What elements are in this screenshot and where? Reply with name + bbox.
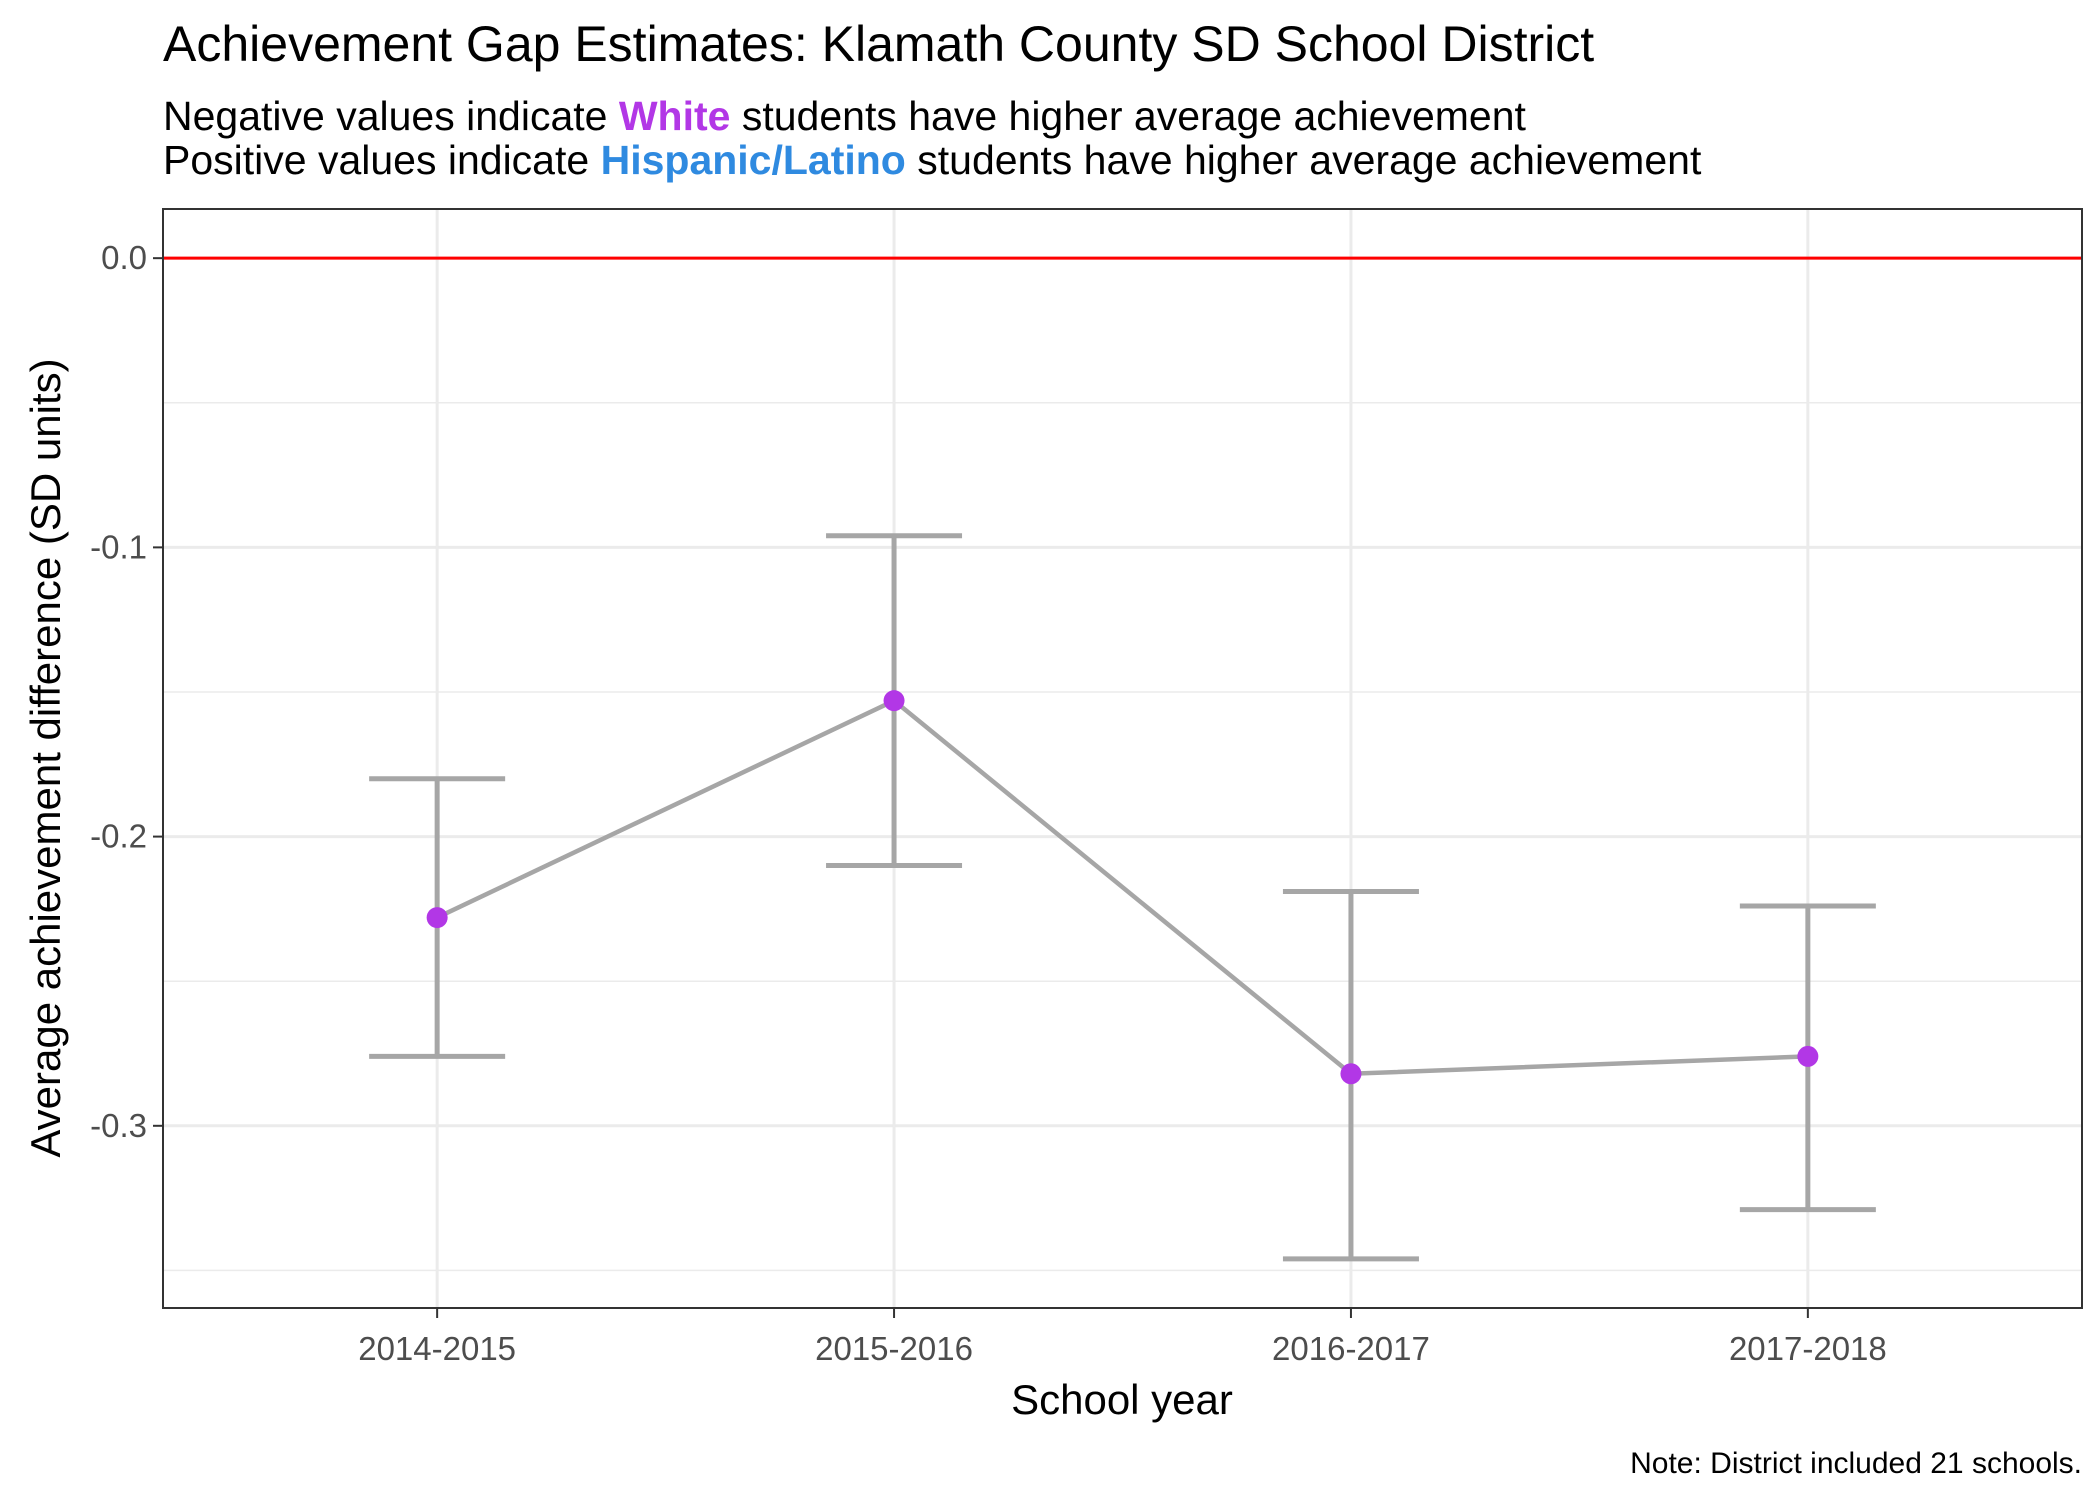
x-tick-label: 2017-2018: [1729, 1330, 1887, 1367]
data-point: [883, 690, 905, 712]
data-layer: [369, 533, 1876, 1262]
series-line: [436, 698, 1808, 1077]
x-tick-label: 2016-2017: [1272, 1330, 1430, 1367]
subtitle-2-suffix: students have higher average achievement: [917, 137, 1702, 183]
y-tick-label: 0.0: [101, 239, 147, 276]
footnote: Note: District included 21 schools.: [1630, 1447, 2082, 1480]
x-axis: 2014-2015 2015-2016 2016-2017 2017-2018: [358, 1308, 1887, 1367]
subtitle-1-prefix: Negative values indicate: [163, 93, 607, 139]
y-axis: 0.0 -0.1 -0.2 -0.3: [90, 239, 163, 1144]
y-axis-title: Average achievement difference (SD units…: [22, 358, 69, 1157]
x-tick-label: 2015-2016: [815, 1330, 973, 1367]
y-tick-label: -0.3: [90, 1107, 147, 1144]
chart-title: Achievement Gap Estimates: Klamath Count…: [163, 16, 1594, 72]
subtitle-1-group: White: [619, 93, 731, 139]
subtitle-line-2: Positive values indicate Hispanic/Latino…: [163, 137, 1702, 183]
subtitle-2-prefix: Positive values indicate: [163, 137, 589, 183]
data-point: [1340, 1063, 1362, 1085]
subtitle-1-suffix: students have higher average achievement: [742, 93, 1527, 139]
x-axis-title: School year: [1011, 1376, 1233, 1423]
plot-panel-border: [162, 208, 2083, 1309]
y-tick-label: -0.2: [90, 818, 147, 855]
subtitle-line-1: Negative values indicate White students …: [163, 93, 1527, 139]
plot-background: [163, 209, 2082, 1308]
y-tick-label: -0.1: [90, 528, 147, 565]
x-tick-label: 2014-2015: [358, 1330, 516, 1367]
data-point: [426, 907, 448, 929]
data-point: [1797, 1045, 1819, 1067]
subtitle-2-group: Hispanic/Latino: [601, 137, 906, 183]
